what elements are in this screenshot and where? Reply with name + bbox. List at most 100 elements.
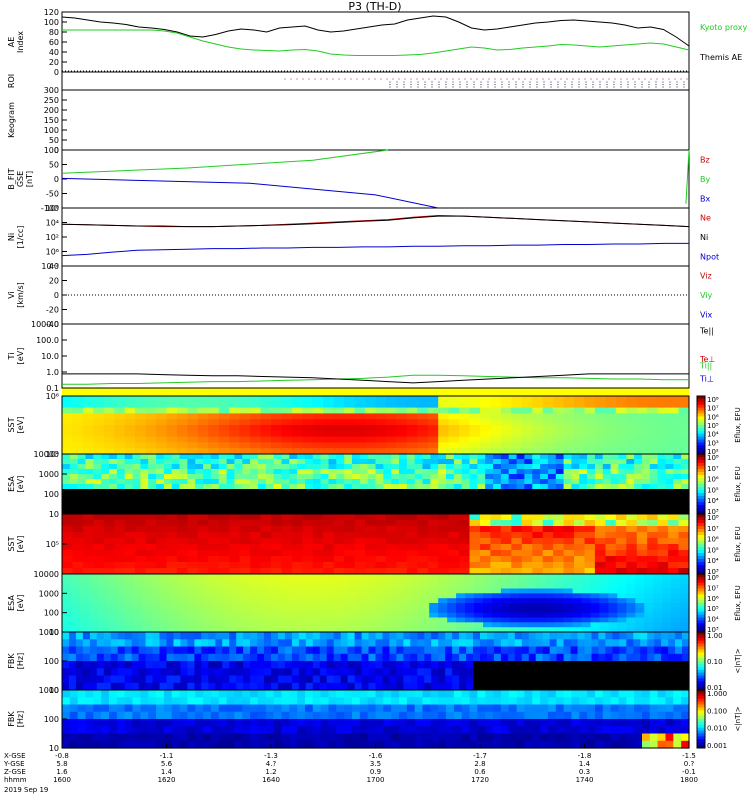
esa_e-cell <box>617 598 627 604</box>
sst_e-colorbar-label: 10⁸ <box>707 514 719 522</box>
sst_omni-colorbar-step <box>697 439 705 443</box>
sst_omni-cell <box>114 436 126 443</box>
roi-dot <box>560 78 562 80</box>
esa_omni-cell <box>226 509 235 515</box>
sst_omni-cell <box>448 448 460 455</box>
sst_omni-cell <box>93 413 105 420</box>
esa_e-cell <box>393 612 403 619</box>
sst_omni-cell <box>218 442 230 449</box>
esa_e-cell <box>79 588 90 594</box>
sst_e-cell <box>208 556 220 563</box>
esa_e-cell <box>375 578 386 585</box>
fbk_efi-cell <box>140 733 149 742</box>
fbk_scm-cell <box>535 661 544 669</box>
esa_omni-cell <box>547 509 557 515</box>
fbk_scm-cell <box>152 653 161 662</box>
fbk_efi-cell <box>516 740 525 749</box>
fbk_scm-cell <box>500 653 509 662</box>
sst_e-cell <box>490 532 502 539</box>
sst_omni-cell <box>605 401 617 409</box>
esa_e-cell <box>321 627 332 633</box>
sst_e-cell <box>187 568 199 575</box>
fbk_scm-cell <box>187 639 195 648</box>
esa_e-cell <box>357 617 368 623</box>
fbk_scm-cell <box>654 668 662 677</box>
sst_e-cell <box>72 550 84 557</box>
sst_omni-cell <box>375 442 387 449</box>
fbk_scm-colorbar-step <box>697 652 705 656</box>
fbk_scm-cell <box>480 639 488 648</box>
fbk_efi-cell <box>281 704 290 713</box>
sst_omni-cell <box>500 413 512 420</box>
esa_e-cell <box>321 574 332 580</box>
esa_e-cell <box>536 622 547 628</box>
esa_e-cell <box>384 607 395 614</box>
sst_omni-cell <box>438 401 450 409</box>
sst_omni-cell <box>333 425 345 432</box>
esa_omni-cell <box>352 509 361 515</box>
esa_e-cell <box>662 598 672 604</box>
sst_e-cell <box>93 520 105 527</box>
fbk_efi-cell <box>508 697 518 706</box>
sst_e-cell <box>511 520 523 527</box>
fbk_efi-cell <box>657 697 666 706</box>
fbk_scm-cell <box>493 668 502 677</box>
esa_omni-cell <box>203 474 212 480</box>
esa_omni-cell <box>289 474 298 480</box>
fbk_efi-cell <box>69 704 79 713</box>
fbk_efi-cell <box>344 697 353 706</box>
esa_omni-cell <box>77 494 87 500</box>
esa_omni-cell <box>187 504 196 510</box>
fbk_scm-cell <box>173 632 182 640</box>
xaxis-tick-label: -1.3 <box>264 752 278 760</box>
sst_e-cell <box>521 514 533 521</box>
fbk_scm-cell <box>598 646 606 655</box>
esa_e-cell <box>241 603 251 609</box>
esa_e-cell <box>71 622 81 628</box>
esa_omni-cell <box>532 474 541 480</box>
fbk_efi-cell <box>673 726 682 735</box>
fbk_scm-cell <box>493 653 502 662</box>
sst_e-cell <box>62 526 73 533</box>
esa_e-cell <box>366 627 377 633</box>
sst_omni-cell <box>500 401 512 409</box>
sst_omni-cell <box>93 436 105 443</box>
sst_e-cell <box>605 526 617 533</box>
fbk_scm-cell <box>459 661 467 669</box>
esa_omni-cell <box>665 494 674 500</box>
esa_e-cell <box>106 593 117 599</box>
roi-dot <box>487 81 489 83</box>
esa_omni-cell <box>297 509 306 515</box>
esa_omni-cell <box>359 474 369 480</box>
esa_omni-cell <box>571 479 580 485</box>
esa_e-cell <box>527 612 538 619</box>
fbk_scm-cell <box>138 639 147 648</box>
esa_omni-cell <box>469 509 478 515</box>
sst_e-cell <box>500 514 512 521</box>
fbk_scm-cell <box>361 661 370 669</box>
fbk_efi-cell <box>547 726 557 735</box>
esa_e-cell <box>62 583 72 590</box>
esa_e-cell <box>608 583 618 590</box>
esa_e-cell <box>536 617 547 623</box>
sst_e-colorbar <box>697 514 705 575</box>
fbk_scm-cell <box>215 675 223 684</box>
esa_omni-cell <box>93 494 102 500</box>
bfit-series-by <box>61 149 389 174</box>
esa_omni-cell <box>579 454 588 460</box>
fbk_scm-cell <box>647 646 655 655</box>
sst_e-cell <box>406 532 418 539</box>
esa_e-cell <box>115 588 126 594</box>
esa_omni-cell <box>469 454 478 460</box>
esa_omni-cell <box>485 499 494 505</box>
esa_omni-cell <box>657 454 666 460</box>
esa_omni-cell <box>485 474 494 480</box>
fbk_efi-cell <box>203 697 212 706</box>
esa_omni-cell <box>563 479 572 485</box>
esa_omni-cell <box>665 474 674 480</box>
sst_omni-colorbar-title: Eflux, EFU <box>734 407 742 442</box>
fbk_scm-cell <box>264 639 272 648</box>
roi-dot <box>620 83 622 86</box>
fbk_scm-cell <box>473 661 481 669</box>
esa_omni-cell <box>595 479 604 485</box>
